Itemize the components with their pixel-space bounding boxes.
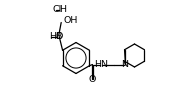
- Text: Cl: Cl: [52, 6, 61, 14]
- Text: B: B: [55, 32, 61, 41]
- Text: H: H: [59, 6, 67, 14]
- Text: OH: OH: [64, 16, 78, 25]
- Text: HO: HO: [49, 32, 63, 41]
- Text: O: O: [89, 76, 96, 84]
- Text: N: N: [121, 60, 128, 69]
- Text: HN: HN: [94, 60, 108, 69]
